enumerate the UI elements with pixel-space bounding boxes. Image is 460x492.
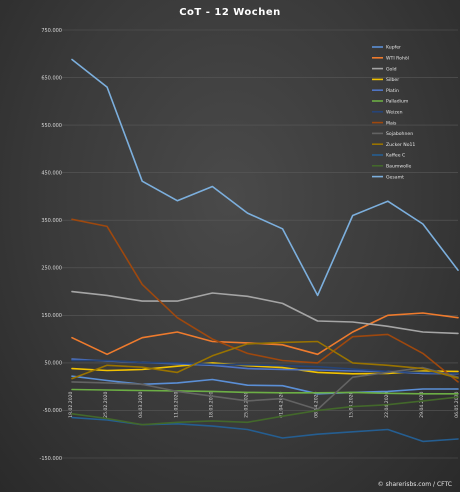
series-line xyxy=(71,388,459,395)
legend-entry: Gesamt xyxy=(386,174,404,180)
y-tick-label: 250.000 xyxy=(41,266,62,272)
x-tick-label: 29.04.2020 xyxy=(419,391,425,417)
legend-entry: Zucker No11 xyxy=(386,142,415,148)
x-tick-label: 04.03.2020 xyxy=(138,391,144,417)
series-line xyxy=(71,396,459,426)
series-line xyxy=(71,366,459,411)
series-line xyxy=(71,312,459,356)
legend-entry: Sojabohnen xyxy=(386,131,413,137)
series-line xyxy=(71,58,459,297)
y-tick-label: 150.000 xyxy=(41,313,62,319)
x-tick-label: 18.03.2020 xyxy=(208,391,214,417)
source-note: © sharerisbs.com / CFTC xyxy=(378,481,452,488)
y-tick-label: 450.000 xyxy=(41,170,62,176)
y-tick-label: 750.000 xyxy=(41,28,62,34)
y-tick-label: 50.000 xyxy=(45,361,63,367)
series-line xyxy=(71,416,459,443)
y-tick-label: -50.000 xyxy=(43,408,62,414)
x-axis: 18.02.2020 25.02.2020 04.03.2020 11.03.2020… xyxy=(68,391,460,417)
plot-area xyxy=(71,58,459,443)
legend-entry: Kaffee C xyxy=(386,153,405,159)
x-tick-label: 01.04.2020 xyxy=(279,391,285,417)
legend-entry: Silber xyxy=(386,77,399,83)
x-tick-label: 25.03.2020 xyxy=(243,391,249,417)
x-tick-label: 25.02.2020 xyxy=(103,391,109,417)
series-line xyxy=(71,290,459,335)
legend-entry: WTI Rohöl xyxy=(386,56,409,62)
y-axis: 750.000 650.000 550.000 450.000 350.000 250.0… xyxy=(40,28,62,462)
series-line xyxy=(71,362,459,375)
x-tick-label: 08.04.2020 xyxy=(314,391,320,417)
series-line xyxy=(71,340,459,380)
x-tick-label: 18.02.2020 xyxy=(68,391,74,417)
legend-entry: Palladium xyxy=(386,99,409,105)
legend: Kupfer WTI Rohöl Gold Silber Platin Palladium… xyxy=(372,45,415,180)
legend-entry: Weizen xyxy=(386,110,403,116)
legend-entry: Baumwolle xyxy=(386,164,411,170)
legend-entry: Mais xyxy=(386,120,397,126)
y-tick-label: 550.000 xyxy=(41,123,62,129)
x-tick-label: 15.04.2020 xyxy=(349,391,355,417)
grid xyxy=(62,29,458,459)
y-tick-label: -150.000 xyxy=(40,456,62,462)
x-tick-label: 11.03.2020 xyxy=(173,391,179,417)
legend-entry: Kupfer xyxy=(386,45,401,51)
series-line xyxy=(71,375,459,395)
y-tick-label: 350.000 xyxy=(41,218,62,224)
y-tick-label: 650.000 xyxy=(41,75,62,81)
x-tick-label: 06.05.2020 xyxy=(454,391,460,417)
chart-title: CoT - 12 Wochen xyxy=(179,7,281,18)
legend-entry: Platin xyxy=(386,88,399,94)
legend-entry: Gold xyxy=(386,66,397,72)
series-line xyxy=(71,218,459,383)
